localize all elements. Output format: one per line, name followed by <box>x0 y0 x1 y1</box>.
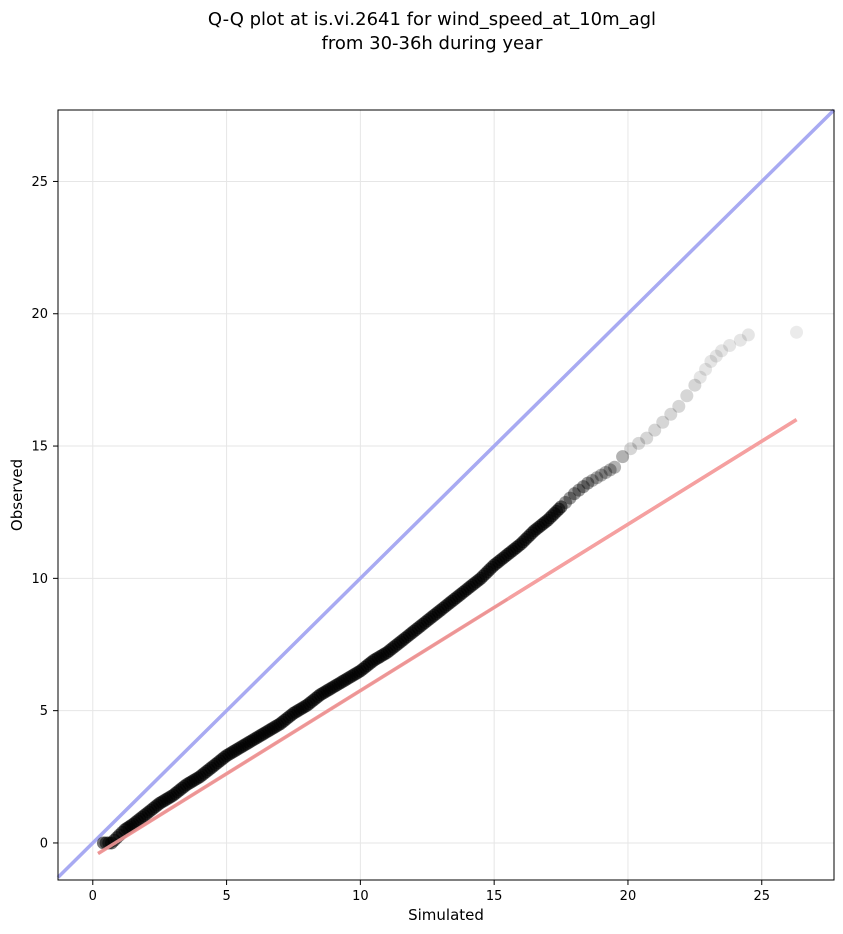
qq-point <box>664 407 678 421</box>
qq-point <box>640 431 654 445</box>
chart-subtitle: from 30-36h during year <box>322 33 544 54</box>
y-tick-label: 20 <box>31 307 48 322</box>
qq-point <box>624 442 638 456</box>
x-axis-ticks: 0 5 10 15 20 25 <box>89 880 770 904</box>
qq-point <box>741 328 755 342</box>
qq-point <box>699 362 713 376</box>
y-tick-label: 5 <box>40 704 48 719</box>
qq-point <box>733 333 747 347</box>
y-tick-label: 0 <box>40 836 48 851</box>
gridlines <box>58 110 834 880</box>
y-tick-label: 25 <box>31 175 48 190</box>
qq-point <box>715 344 729 358</box>
qq-point <box>567 487 581 501</box>
qq-point <box>790 325 804 339</box>
qq-point <box>693 370 707 384</box>
qq-point <box>563 491 577 505</box>
y-axis-label: Observed <box>8 459 26 531</box>
x-tick-label: 0 <box>89 889 97 904</box>
chart-title: Q-Q plot at is.vi.2641 for wind_speed_at… <box>208 9 656 30</box>
x-tick-label: 10 <box>352 889 369 904</box>
y-tick-label: 15 <box>31 440 48 455</box>
qq-point <box>608 460 622 474</box>
qq-point <box>572 483 586 497</box>
qq-point <box>656 415 670 429</box>
x-tick-label: 25 <box>753 889 770 904</box>
reference-lines <box>56 108 836 879</box>
qq-point <box>594 468 608 482</box>
qq-point <box>590 471 604 485</box>
qq-point <box>616 450 630 464</box>
qq-point <box>709 349 723 363</box>
qq-point <box>672 399 686 413</box>
qq-point <box>603 463 617 477</box>
fit-line-top <box>97 418 798 856</box>
qq-point <box>688 378 702 392</box>
x-axis-label: Simulated <box>408 906 484 924</box>
y-tick-label: 10 <box>31 572 48 587</box>
qq-point <box>680 389 694 403</box>
qq-point <box>632 436 646 450</box>
identity-line <box>56 108 836 879</box>
x-tick-label: 20 <box>620 889 637 904</box>
qq-point <box>648 423 662 437</box>
qq-point <box>554 500 568 514</box>
x-tick-label: 5 <box>222 889 230 904</box>
plot-frame <box>57 109 835 881</box>
qq-point <box>576 480 590 494</box>
x-tick-label: 15 <box>486 889 503 904</box>
qq-point <box>599 466 613 480</box>
qq-point <box>723 338 737 352</box>
qq-point <box>581 476 595 490</box>
qq-point <box>559 495 573 509</box>
qq-points <box>96 325 804 856</box>
y-axis-ticks: 0 5 10 15 20 25 <box>31 175 58 851</box>
qq-point <box>704 354 718 368</box>
qq-point <box>585 473 599 487</box>
